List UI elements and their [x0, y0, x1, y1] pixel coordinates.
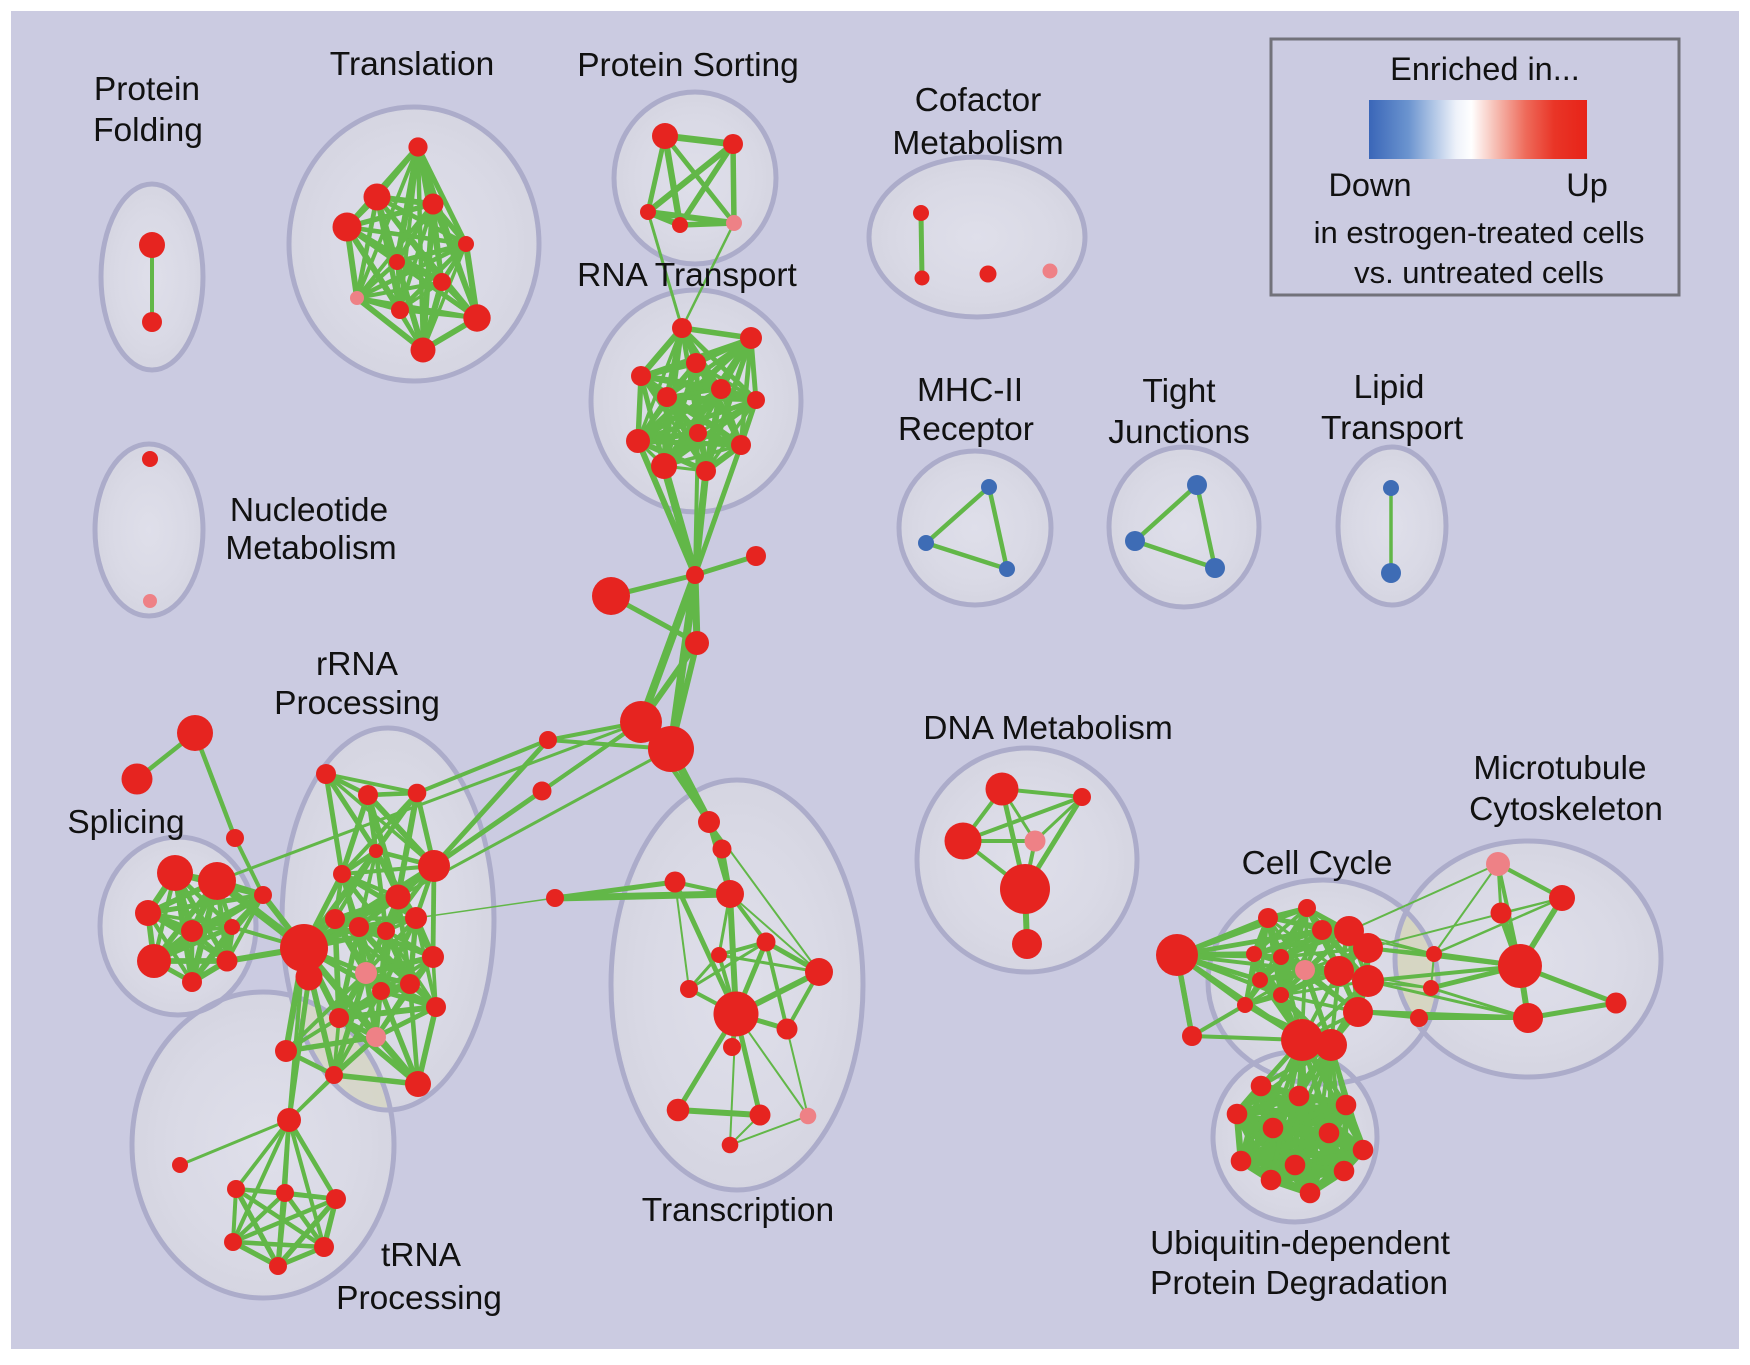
- svg-text:Cofactor: Cofactor: [915, 82, 1042, 119]
- svg-text:RNA Transport: RNA Transport: [577, 257, 797, 294]
- svg-text:Cytoskeleton: Cytoskeleton: [1469, 791, 1663, 828]
- svg-text:Microtubule: Microtubule: [1473, 750, 1646, 787]
- svg-text:tRNA: tRNA: [381, 1237, 462, 1274]
- svg-text:Ubiquitin-dependent: Ubiquitin-dependent: [1150, 1225, 1451, 1262]
- svg-text:DNA Metabolism: DNA Metabolism: [923, 710, 1172, 747]
- svg-text:Junctions: Junctions: [1108, 414, 1250, 451]
- svg-text:Tight: Tight: [1142, 373, 1216, 410]
- svg-text:Up: Up: [1566, 167, 1608, 203]
- svg-text:in estrogen-treated cells: in estrogen-treated cells: [1314, 215, 1645, 250]
- svg-text:Protein Degradation: Protein Degradation: [1150, 1265, 1448, 1302]
- svg-text:Nucleotide: Nucleotide: [230, 492, 388, 529]
- svg-text:Metabolism: Metabolism: [892, 125, 1063, 162]
- svg-text:Lipid: Lipid: [1354, 369, 1425, 406]
- svg-text:MHC-II: MHC-II: [917, 372, 1023, 409]
- svg-text:Processing: Processing: [274, 685, 440, 722]
- svg-text:Transport: Transport: [1321, 410, 1464, 447]
- svg-text:Down: Down: [1328, 167, 1411, 203]
- svg-text:Protein: Protein: [94, 71, 200, 108]
- svg-text:rRNA: rRNA: [316, 646, 399, 683]
- svg-text:Metabolism: Metabolism: [225, 530, 396, 567]
- svg-text:Receptor: Receptor: [898, 411, 1034, 448]
- svg-text:Cell Cycle: Cell Cycle: [1242, 845, 1393, 882]
- svg-text:Protein Sorting: Protein Sorting: [577, 47, 799, 84]
- svg-text:Folding: Folding: [93, 112, 203, 149]
- svg-text:Processing: Processing: [336, 1280, 502, 1317]
- svg-text:vs. untreated cells: vs. untreated cells: [1354, 255, 1604, 290]
- svg-text:Enriched in...: Enriched in...: [1390, 51, 1580, 87]
- svg-text:Splicing: Splicing: [67, 804, 184, 841]
- svg-text:Translation: Translation: [330, 46, 494, 83]
- svg-text:Transcription: Transcription: [642, 1192, 834, 1229]
